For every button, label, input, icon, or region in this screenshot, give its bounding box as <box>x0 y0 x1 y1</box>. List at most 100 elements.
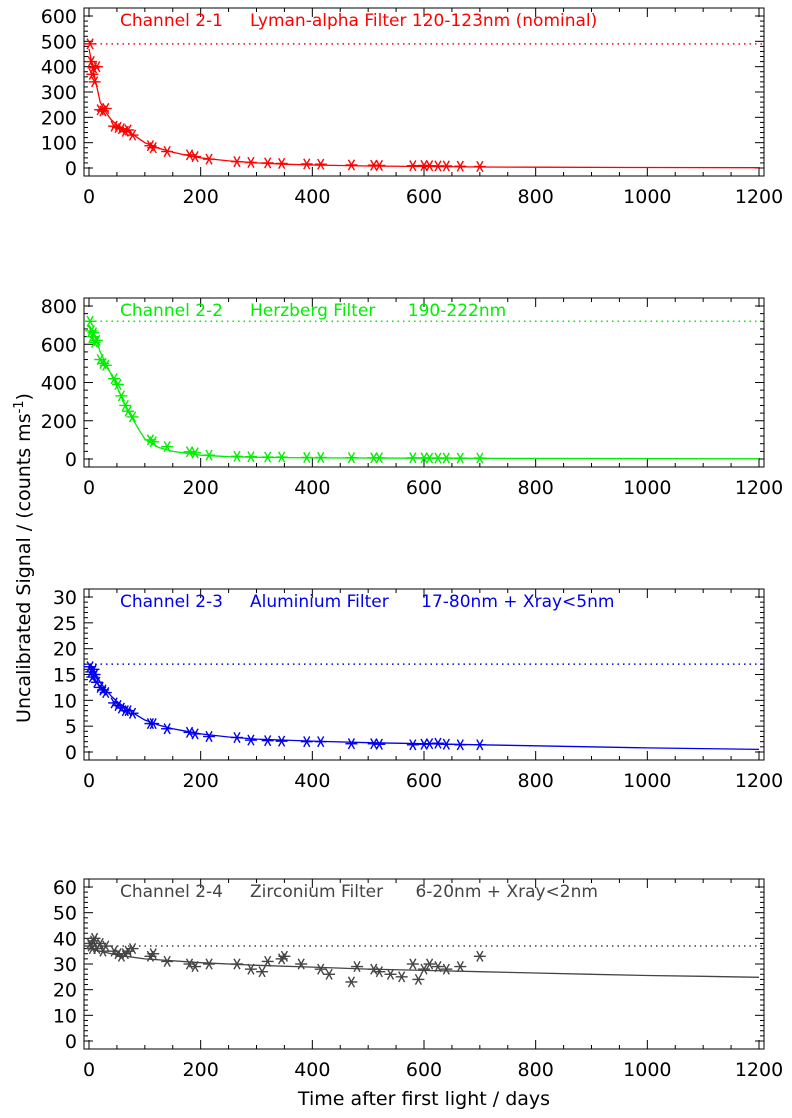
y-tick-label: 200 <box>41 107 77 129</box>
data-point-stroke <box>163 440 171 453</box>
x-tick-label: 800 <box>518 770 554 792</box>
data-point-stroke <box>191 151 199 163</box>
data-point <box>345 976 358 988</box>
data-point <box>122 124 135 136</box>
x-tick-label: 800 <box>518 186 554 208</box>
data-point <box>122 705 135 717</box>
data-point-stroke <box>476 452 484 464</box>
data-point <box>261 735 274 747</box>
data-point-stroke <box>124 405 132 417</box>
data-point-stroke <box>476 950 484 962</box>
data-point-stroke <box>317 451 325 464</box>
data-point <box>440 963 453 975</box>
data-point <box>84 38 97 50</box>
data-point <box>90 334 103 346</box>
data-point <box>256 966 269 978</box>
data-point-stroke <box>128 411 137 423</box>
x-tick-label: 1200 <box>735 770 783 792</box>
data-point <box>203 958 216 970</box>
data-point-stroke <box>205 449 213 461</box>
data-point-stroke <box>409 958 417 970</box>
data-point <box>300 736 313 748</box>
data-point-stroke <box>128 943 137 955</box>
data-point-stroke <box>425 452 434 464</box>
data-point-stroke <box>124 945 132 957</box>
data-point-stroke <box>163 723 171 735</box>
data-point <box>189 151 202 163</box>
panel-title: Channel 2-2 Herzberg Filter 190-222nm <box>120 301 506 321</box>
data-point-stroke <box>102 102 110 115</box>
data-point <box>161 440 174 453</box>
data-point-stroke <box>163 145 171 158</box>
data-point <box>351 960 363 973</box>
data-point-stroke <box>87 325 95 337</box>
y-tick-label: 30 <box>53 954 77 976</box>
data-point-stroke <box>205 958 213 970</box>
data-point-stroke <box>247 734 255 746</box>
data-point-stroke <box>128 707 137 719</box>
data-point-stroke <box>124 124 132 136</box>
data-point <box>161 723 174 735</box>
data-point-stroke <box>117 123 125 135</box>
data-point-stroke <box>191 728 199 740</box>
data-point <box>314 451 327 464</box>
data-point-stroke <box>185 958 194 970</box>
data-point-stroke <box>278 735 286 747</box>
data-point-stroke <box>303 158 311 170</box>
plot-frame <box>83 7 765 177</box>
data-point-stroke <box>117 702 125 714</box>
data-point-stroke <box>264 157 272 169</box>
data-point <box>108 697 121 709</box>
data-point-stroke <box>89 327 98 339</box>
data-point <box>244 451 257 463</box>
x-tick-label: 1000 <box>623 1059 671 1081</box>
data-point <box>373 452 386 464</box>
x-tick-label: 1000 <box>623 477 671 499</box>
data-point-stroke <box>102 359 110 371</box>
data-point-stroke <box>86 315 94 327</box>
data-point <box>88 76 101 88</box>
y-tick-label: 600 <box>41 6 77 28</box>
data-point <box>122 405 135 417</box>
data-point-stroke <box>476 160 484 173</box>
data-point <box>314 736 327 748</box>
data-point <box>423 958 436 970</box>
x-tick-label: 400 <box>294 477 330 499</box>
data-point-stroke <box>375 452 383 464</box>
data-point <box>278 950 291 962</box>
data-point <box>126 411 139 423</box>
y-tick-label: 0 <box>65 449 77 471</box>
data-point-stroke <box>247 156 255 168</box>
y-tick-label: 30 <box>53 587 77 609</box>
y-tick-label: 40 <box>53 928 77 950</box>
data-point <box>99 940 112 952</box>
x-tick-label: 600 <box>406 1059 442 1081</box>
data-point <box>183 446 196 458</box>
data-point <box>345 452 358 464</box>
data-point-stroke <box>386 968 395 980</box>
data-point-stroke <box>278 157 286 170</box>
y-tick-label: 15 <box>53 665 77 687</box>
x-tick-label: 0 <box>83 770 95 792</box>
data-point <box>244 963 257 975</box>
data-point-stroke <box>233 731 241 744</box>
data-point-stroke <box>96 681 104 693</box>
data-point-stroke <box>149 718 157 730</box>
data-point <box>440 452 453 464</box>
x-tick-label: 800 <box>518 477 554 499</box>
panel-title: Channel 2-4 Zirconium Filter 6-20nm + Xr… <box>120 882 598 902</box>
data-point <box>431 960 444 973</box>
data-point-stroke <box>149 142 157 154</box>
y-tick-label: 20 <box>53 639 77 661</box>
data-point <box>440 738 453 750</box>
data-point <box>345 738 358 750</box>
data-point <box>147 718 160 730</box>
data-point-stroke <box>347 159 356 171</box>
data-point <box>230 156 243 168</box>
data-point-stroke <box>425 738 434 750</box>
data-point-stroke <box>456 739 464 751</box>
data-point-stroke <box>146 140 155 152</box>
data-point-stroke <box>247 451 255 463</box>
data-point <box>373 159 386 172</box>
